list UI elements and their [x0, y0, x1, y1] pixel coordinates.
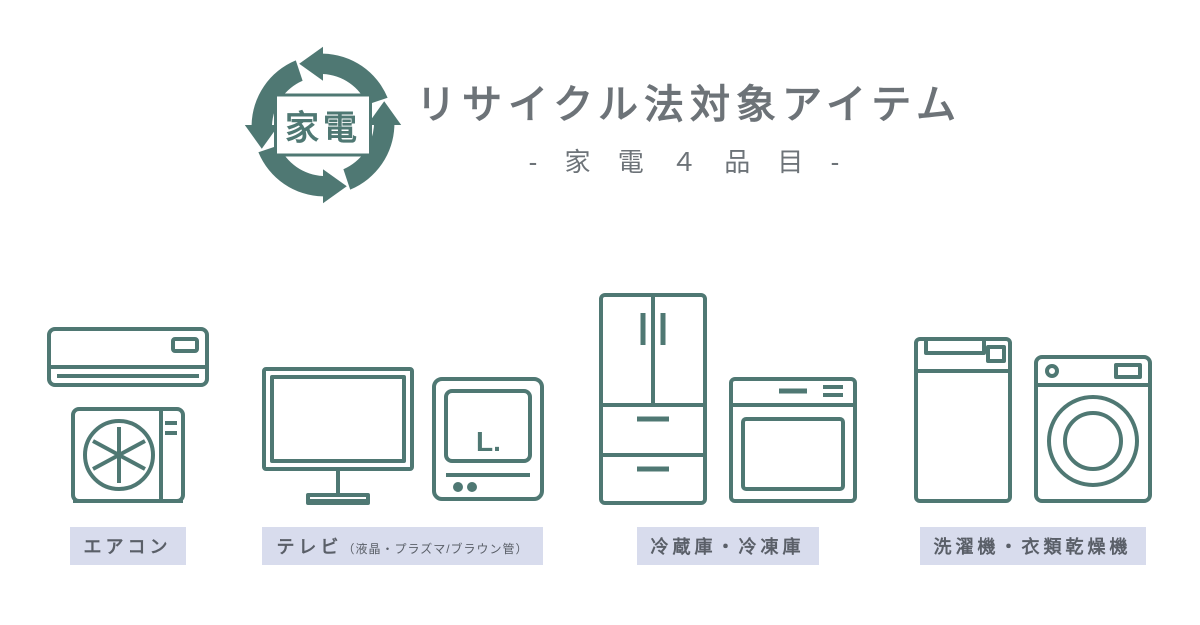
recycle-icon-wrap: 家電: [238, 40, 408, 210]
header: 家電 リサイクル法対象アイテム - 家 電 ４ 品 目 -: [0, 0, 1200, 210]
item-fridge: 冷蔵庫・冷凍庫: [593, 289, 863, 565]
label-text: 洗濯機・衣類乾燥機: [934, 537, 1132, 557]
item-tv: L. テレビ（液晶・プラズマ/ブラウン管）: [258, 289, 548, 565]
label-text: 冷蔵庫・冷凍庫: [651, 537, 805, 557]
title-block: リサイクル法対象アイテム - 家 電 ４ 品 目 -: [416, 72, 962, 179]
recycle-badge: 家電: [274, 94, 372, 157]
fridge-icon: [593, 289, 863, 509]
main-title: リサイクル法対象アイテム: [416, 72, 962, 130]
item-label: テレビ（液晶・プラズマ/ブラウン管）: [262, 527, 542, 565]
sub-title: - 家 電 ４ 品 目 -: [416, 142, 962, 179]
item-label: 洗濯機・衣類乾燥機: [920, 527, 1146, 565]
label-text: テレビ: [276, 537, 342, 557]
item-label: エアコン: [70, 527, 186, 565]
washer-icon: [908, 289, 1158, 509]
tv-icon: L.: [258, 289, 548, 509]
svg-text:L.: L.: [476, 426, 501, 457]
item-aircon: エアコン: [43, 289, 213, 565]
aircon-icon: [43, 289, 213, 509]
item-label: 冷蔵庫・冷凍庫: [637, 527, 819, 565]
items-row: エアコン: [0, 289, 1200, 565]
label-text: エアコン: [84, 537, 172, 557]
label-detail: （液晶・プラズマ/ブラウン管）: [342, 542, 528, 556]
item-washer: 洗濯機・衣類乾燥機: [908, 289, 1158, 565]
